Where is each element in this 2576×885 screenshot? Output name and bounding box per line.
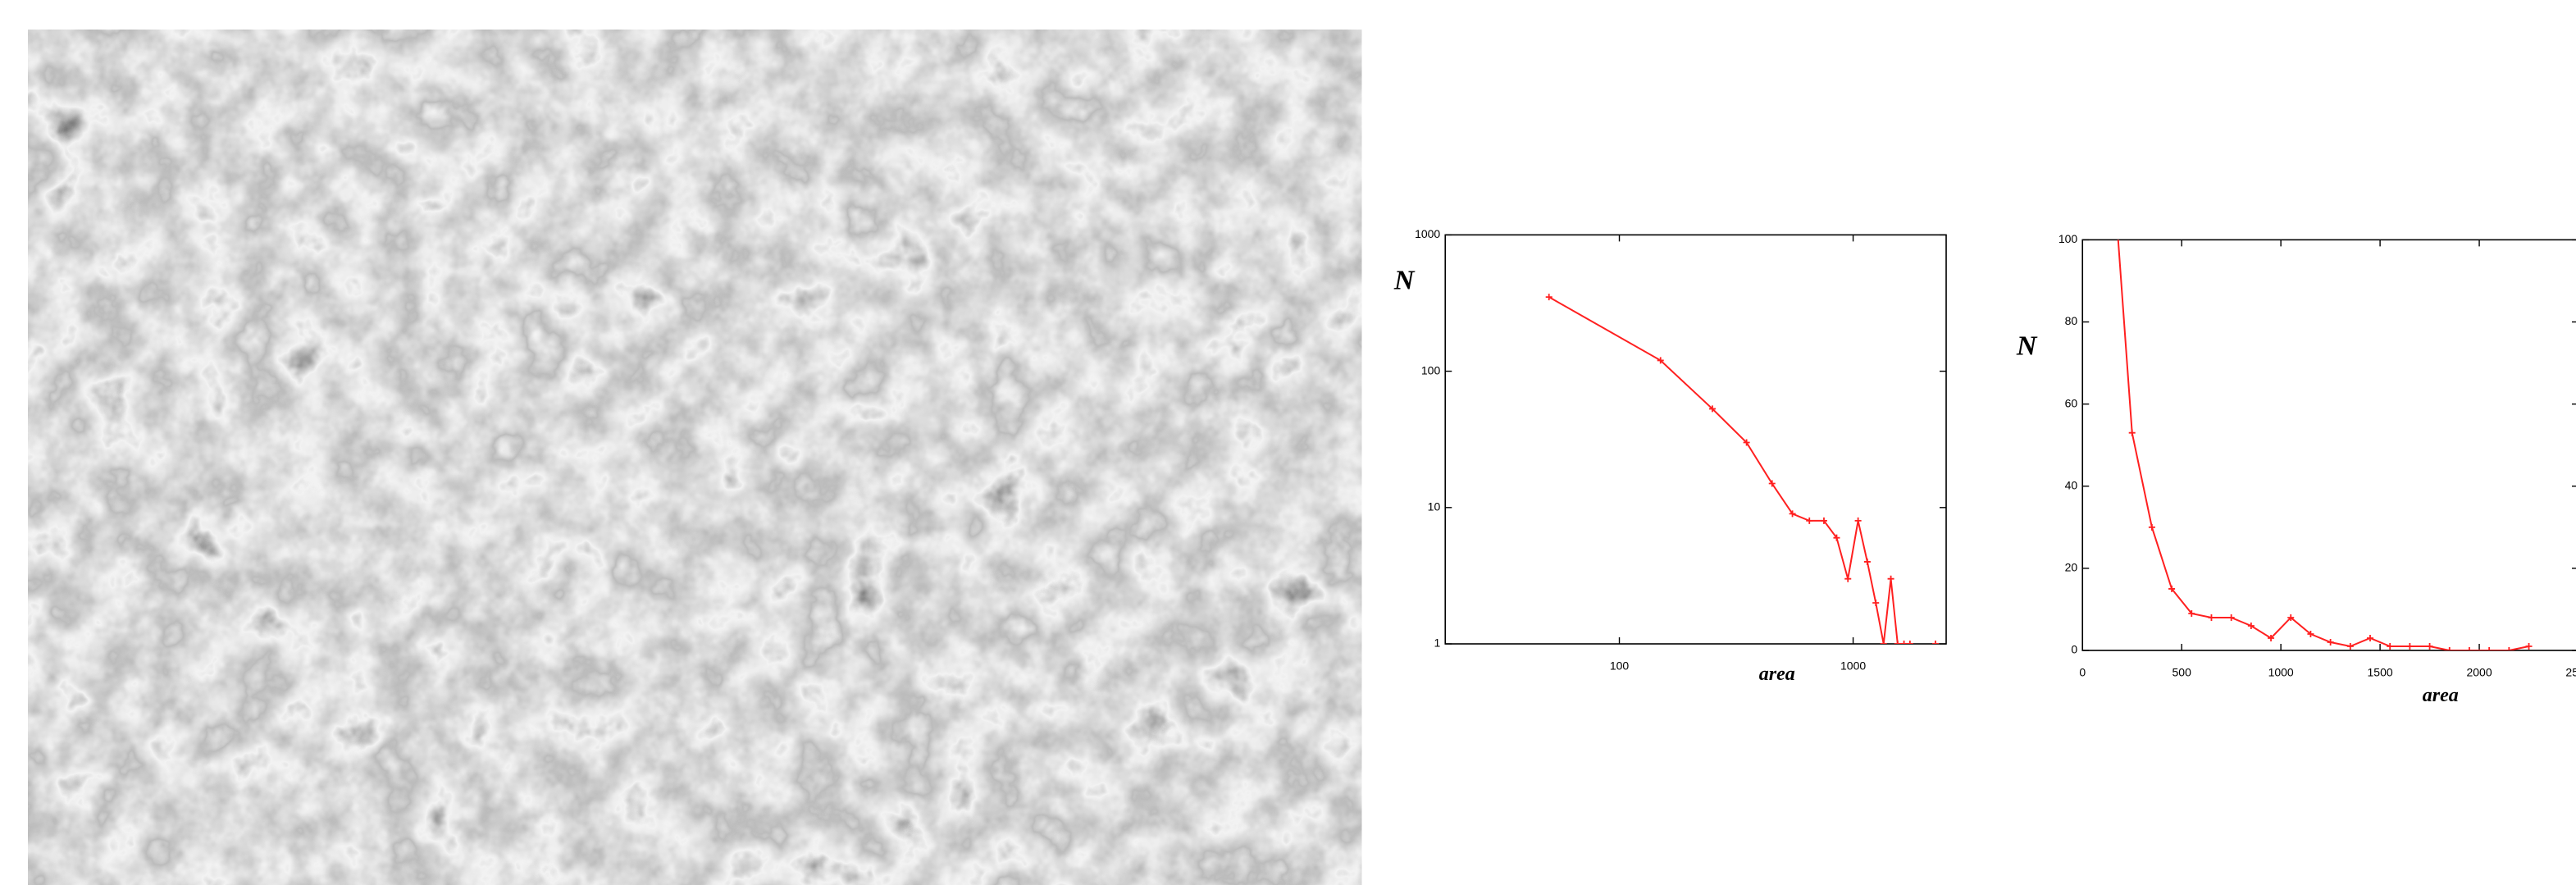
plot-area: [2089, 0, 2532, 654]
point-marker: [2387, 643, 2393, 650]
x-tick-label: 500: [2173, 666, 2192, 679]
point-marker: [1888, 576, 1894, 582]
plot-frame: [2082, 239, 2576, 650]
point-marker: [1901, 641, 1908, 647]
y-tick-label: 0: [2071, 643, 2077, 656]
sem-image: [28, 30, 1361, 885]
series-line: [1549, 297, 1935, 644]
point-marker: [2406, 643, 2413, 650]
point-marker: [1932, 641, 1939, 647]
point-marker: [2109, 154, 2116, 161]
y-tick-label: 80: [2065, 314, 2078, 327]
point-marker: [2466, 647, 2473, 654]
y-tick-label: 40: [2065, 478, 2078, 491]
series-line: [2092, 0, 2528, 650]
x-axis-label: area: [2423, 685, 2459, 706]
y-tick-label: 1: [1434, 636, 1440, 650]
x-tick-label: 100: [1610, 659, 1630, 673]
point-marker: [1907, 641, 1913, 647]
point-marker: [2129, 430, 2136, 436]
y-tick-label: 20: [2065, 561, 2078, 574]
point-marker: [1864, 559, 1871, 565]
y-tick-label: 60: [2065, 396, 2078, 409]
point-marker: [2367, 635, 2373, 641]
point-marker: [2347, 643, 2354, 650]
point-marker: [1844, 576, 1851, 582]
point-marker: [1806, 518, 1812, 524]
point-marker: [2505, 647, 2512, 654]
y-axis-label: N: [1393, 265, 1416, 295]
point-marker: [2446, 647, 2453, 654]
y-tick-label: 100: [1421, 363, 1441, 376]
point-marker: [1872, 600, 1879, 606]
point-marker: [2328, 639, 2334, 646]
y-tick-label: 10: [1428, 500, 1441, 513]
figure: 11010010001001000Narea020406080100050010…: [0, 0, 2576, 885]
point-marker: [1546, 294, 1552, 300]
point-marker: [2149, 524, 2155, 531]
point-marker: [1881, 641, 1887, 647]
x-tick-label: 1000: [2268, 666, 2294, 679]
plot-area: [1546, 294, 1939, 647]
y-tick-label: 1000: [1415, 227, 1440, 240]
point-marker: [2486, 647, 2492, 654]
point-marker: [2427, 643, 2433, 650]
point-marker: [2526, 643, 2533, 650]
point-marker: [2228, 614, 2235, 621]
point-marker: [1855, 518, 1862, 524]
x-tick-label: 0: [2079, 666, 2086, 679]
page: 11010010001001000Narea020406080100050010…: [0, 0, 2576, 885]
y-tick-label: 100: [2059, 232, 2078, 245]
point-marker: [1894, 641, 1901, 647]
x-tick-label: 1500: [2368, 666, 2393, 679]
point-marker: [2208, 614, 2214, 621]
x-axis-label: area: [1759, 664, 1795, 685]
x-tick-label: 1000: [1840, 659, 1866, 673]
x-tick-label: 2500: [2565, 666, 2576, 679]
y-axis-label: N: [2016, 331, 2038, 362]
x-tick-label: 2000: [2466, 666, 2492, 679]
